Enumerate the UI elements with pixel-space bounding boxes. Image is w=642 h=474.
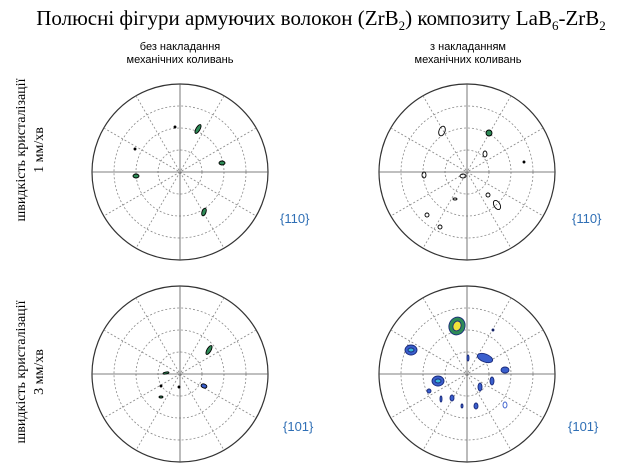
texture-pole-mark bbox=[477, 382, 483, 392]
texture-pole-mark bbox=[476, 352, 494, 364]
pole-figure-bottom-left bbox=[91, 285, 269, 463]
texture-pole-mark bbox=[407, 347, 415, 353]
texture-pole-mark bbox=[492, 199, 502, 211]
miller-index-top-left: {110} bbox=[280, 211, 310, 226]
column-heading-right: з накладанням механічних коливань bbox=[414, 41, 522, 66]
texture-pole-mark bbox=[449, 394, 455, 402]
texture-pole-mark bbox=[437, 224, 443, 230]
texture-pole-mark bbox=[452, 320, 462, 332]
row-label-top: швидкість кристалізації 1 мм/хв bbox=[14, 78, 47, 222]
texture-pole-mark bbox=[485, 192, 491, 198]
pole-figure-top-right bbox=[378, 83, 556, 261]
texture-pole-mark bbox=[489, 376, 495, 386]
texture-pole-mark bbox=[205, 345, 213, 355]
pole-figure-top-left bbox=[91, 83, 269, 261]
figure-title: Полюсні фігури армуючих волокон (ZrB2) к… bbox=[36, 6, 606, 34]
miller-index-top-right: {110} bbox=[572, 211, 602, 226]
texture-pole-mark bbox=[522, 160, 526, 164]
texture-pole-mark bbox=[482, 150, 488, 158]
texture-pole-mark bbox=[426, 388, 432, 394]
texture-pole-mark bbox=[485, 129, 493, 137]
texture-pole-mark bbox=[473, 402, 479, 410]
texture-pole-mark bbox=[466, 354, 470, 362]
texture-pole-mark bbox=[491, 328, 495, 332]
texture-pole-mark bbox=[452, 197, 458, 201]
texture-pole-mark bbox=[421, 171, 427, 179]
row-label-bottom: швидкість кристалізації 3 мм/хв bbox=[14, 300, 47, 444]
miller-index-bottom-left: {101} bbox=[283, 419, 314, 434]
texture-pole-mark bbox=[194, 124, 202, 134]
texture-pole-mark bbox=[158, 395, 164, 399]
texture-pole-mark bbox=[173, 125, 177, 129]
miller-index-bottom-right: {101} bbox=[568, 419, 599, 434]
texture-pole-mark bbox=[200, 383, 208, 389]
texture-pole-mark bbox=[460, 403, 464, 409]
texture-pole-mark bbox=[132, 173, 140, 179]
texture-pole-mark bbox=[162, 371, 170, 375]
texture-pole-mark bbox=[424, 212, 430, 218]
pole-figure-bottom-right bbox=[378, 285, 556, 463]
texture-pole-mark bbox=[177, 385, 181, 389]
texture-pole-mark bbox=[439, 395, 443, 403]
texture-pole-mark bbox=[218, 160, 226, 166]
column-heading-left: без накладання механічних коливань bbox=[126, 41, 234, 66]
texture-pole-mark bbox=[459, 173, 467, 179]
texture-pole-mark bbox=[434, 378, 442, 384]
texture-pole-mark bbox=[502, 401, 508, 409]
texture-pole-mark bbox=[438, 125, 446, 137]
texture-pole-mark bbox=[201, 207, 207, 217]
texture-pole-mark bbox=[500, 366, 510, 374]
texture-pole-mark bbox=[133, 147, 137, 151]
texture-pole-mark bbox=[159, 384, 163, 388]
